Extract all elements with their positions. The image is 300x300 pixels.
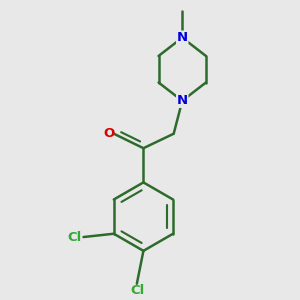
Text: Cl: Cl (130, 284, 145, 297)
Text: N: N (177, 31, 188, 44)
Text: N: N (177, 94, 188, 107)
Text: O: O (103, 127, 115, 140)
Text: Cl: Cl (68, 230, 82, 244)
